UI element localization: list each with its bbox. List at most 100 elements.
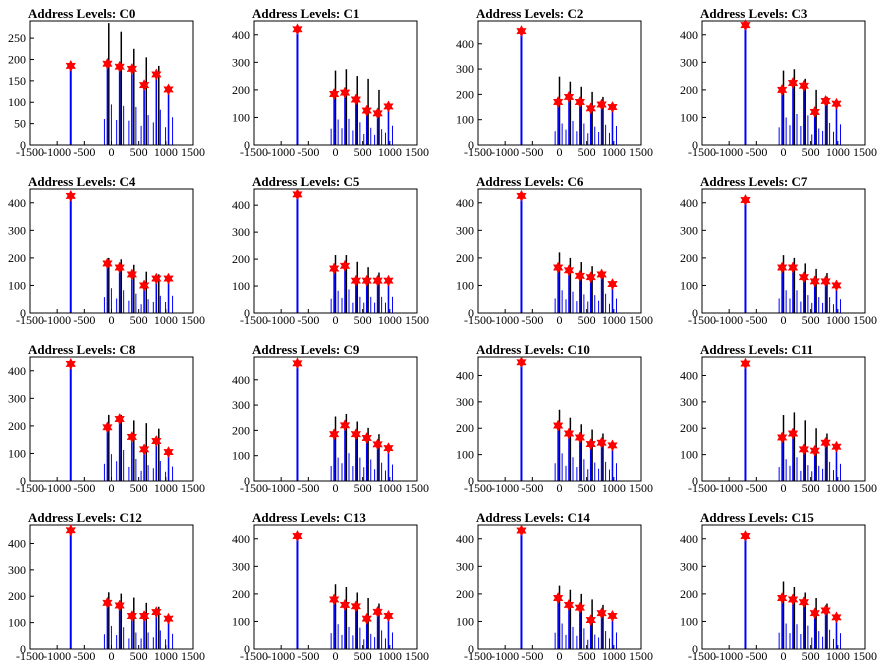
y-tick-label: 200 — [456, 421, 474, 435]
x-tick-label: 500 — [130, 313, 148, 327]
peak-marker — [585, 271, 596, 284]
histogram-panel: Address Levels: C9 -1500 -1000 -500 0 500 1000… — [224, 336, 448, 504]
y-tick-label: 250 — [8, 31, 26, 45]
peak-marker — [102, 257, 113, 270]
y-tick-label: 200 — [232, 252, 250, 266]
x-tick-label: -1500 — [688, 145, 716, 159]
histogram-panel: Address Levels: C1 -1500 -1000 -500 0 500 1000… — [224, 0, 448, 168]
peak-marker — [831, 97, 842, 110]
y-tick-label: 400 — [8, 536, 26, 550]
peak-marker — [350, 93, 362, 106]
y-tick-label: 100 — [8, 95, 26, 109]
x-tick-label: -500 — [521, 649, 543, 663]
peak-marker — [102, 596, 113, 609]
peak-marker — [585, 102, 596, 115]
peak-marker — [339, 598, 351, 611]
peak-marker — [563, 427, 575, 440]
x-tick-label: -500 — [73, 145, 95, 159]
y-tick-label: 300 — [680, 395, 698, 409]
x-tick-label: -1000 — [267, 649, 295, 663]
x-tick-label: -1000 — [43, 145, 71, 159]
x-tick-label: 500 — [130, 649, 148, 663]
y-tick-label: 400 — [232, 198, 250, 212]
y-tick-label: 0 — [20, 138, 26, 152]
peak-marker — [151, 68, 162, 81]
y-tick-label: 100 — [232, 279, 250, 293]
x-tick-label: 0 — [781, 313, 787, 327]
panel-title: Address Levels: C11 — [700, 342, 813, 357]
histogram-panel: Address Levels: C5 -1500 -1000 -500 0 500 1000… — [224, 168, 448, 336]
peak-marker — [328, 593, 340, 606]
y-tick-label: 300 — [232, 559, 250, 573]
peak-marker — [552, 591, 564, 605]
x-tick-label: -1000 — [267, 145, 295, 159]
peak-marker — [574, 431, 586, 444]
peak-marker — [574, 95, 586, 109]
x-tick-label: -500 — [297, 145, 319, 159]
peak-marker — [596, 98, 607, 111]
y-tick-label: 100 — [232, 110, 250, 124]
peak-marker — [151, 606, 162, 619]
x-tick-label: -1000 — [43, 313, 71, 327]
x-tick-label: -1500 — [240, 649, 268, 663]
histogram-panel: Address Levels: C6 -1500 -1000 -500 0 500 1000… — [448, 168, 672, 336]
x-tick-label: 1000 — [378, 649, 402, 663]
y-tick-label: 100 — [232, 449, 250, 463]
y-tick-label: 200 — [456, 587, 474, 601]
x-tick-label: 1500 — [853, 481, 877, 495]
y-tick-label: 200 — [8, 419, 26, 433]
x-tick-label: 1500 — [181, 481, 205, 495]
x-tick-label: 1000 — [602, 649, 626, 663]
peak-marker — [787, 76, 799, 90]
peak-marker — [138, 609, 150, 623]
y-tick-label: 400 — [456, 368, 474, 382]
y-tick-label: 300 — [232, 225, 250, 239]
y-tick-label: 100 — [680, 614, 698, 628]
peak-marker — [339, 419, 351, 432]
x-tick-label: 1000 — [154, 649, 178, 663]
x-tick-label: -1000 — [715, 313, 743, 327]
y-tick-label: 400 — [8, 196, 26, 210]
y-tick-label: 100 — [8, 446, 26, 460]
x-tick-label: -1000 — [491, 649, 519, 663]
peak-marker — [798, 271, 810, 284]
x-tick-label: -1500 — [240, 313, 268, 327]
peak-marker — [787, 261, 799, 274]
peak-marker — [114, 60, 125, 73]
x-tick-label: -1000 — [267, 481, 295, 495]
x-tick-label: 1000 — [602, 481, 626, 495]
y-tick-label: 100 — [456, 448, 474, 462]
y-tick-label: 400 — [232, 28, 250, 42]
x-tick-label: 1500 — [853, 313, 877, 327]
peak-marker — [516, 25, 527, 38]
peak-marker — [607, 609, 618, 622]
peak-marker — [798, 79, 810, 92]
x-tick-label: 1000 — [378, 481, 402, 495]
peak-marker — [151, 434, 162, 448]
y-tick-label: 200 — [680, 83, 698, 97]
peak-marker — [563, 598, 575, 611]
peak-marker — [607, 278, 618, 291]
y-tick-label: 400 — [232, 373, 250, 387]
y-tick-label: 0 — [244, 138, 250, 152]
y-tick-label: 300 — [456, 223, 474, 237]
x-tick-label: 1500 — [853, 145, 877, 159]
y-tick-label: 400 — [456, 196, 474, 210]
x-tick-label: -1500 — [16, 649, 44, 663]
y-tick-label: 200 — [232, 423, 250, 437]
x-tick-label: -500 — [521, 313, 543, 327]
peak-marker — [65, 59, 76, 72]
peak-marker — [102, 421, 113, 434]
peak-marker — [361, 612, 372, 625]
peak-marker — [383, 274, 394, 287]
panel-title: Address Levels: C9 — [252, 342, 360, 357]
histogram-panel: Address Levels: C12 -1500 -1000 -500 0 500 100… — [0, 504, 224, 672]
peak-marker — [65, 189, 76, 202]
histogram-svg: Address Levels: C15 -1500 -1000 -500 0 500 100… — [680, 510, 877, 663]
peak-marker — [831, 279, 842, 292]
x-tick-label: 1500 — [181, 649, 205, 663]
x-tick-label: 0 — [557, 145, 563, 159]
y-tick-label: 400 — [232, 532, 250, 546]
x-tick-label: 500 — [354, 481, 372, 495]
